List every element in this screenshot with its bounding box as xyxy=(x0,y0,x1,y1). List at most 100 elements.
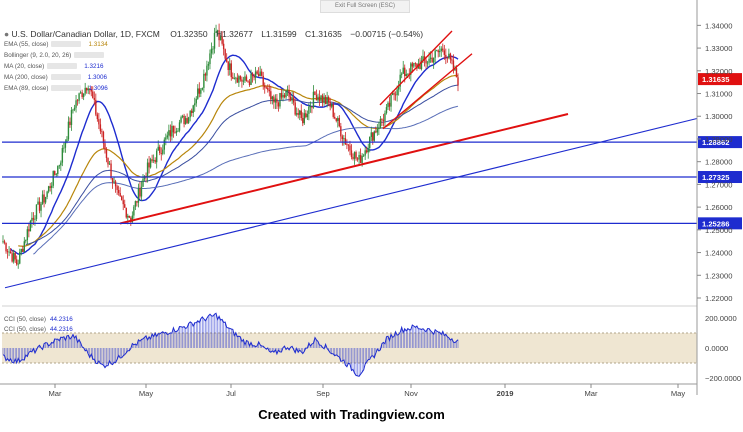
candle-body xyxy=(162,149,164,154)
indicator-bollinger[interactable]: Bollinger (9, 2.0, 20, 26) xyxy=(4,52,107,59)
candle-body xyxy=(2,241,4,243)
candle-body xyxy=(235,77,237,79)
symbol-info-icon[interactable]: ● xyxy=(4,29,10,39)
candle-body xyxy=(344,138,347,145)
candle-body xyxy=(9,251,12,254)
indicator-controls-icon[interactable] xyxy=(51,85,82,92)
candle-body xyxy=(105,149,108,158)
candle-body xyxy=(335,118,337,121)
candle-body xyxy=(338,118,341,127)
candle-body xyxy=(225,58,228,62)
candle-body xyxy=(183,115,185,125)
price-tick-label: 1.23000 xyxy=(705,271,732,280)
candle-body xyxy=(110,163,112,178)
candle-body xyxy=(57,166,59,174)
candle-body xyxy=(320,95,322,101)
candle-body xyxy=(119,192,121,197)
candle-body xyxy=(72,109,74,111)
candle-body xyxy=(70,110,73,125)
candle-body xyxy=(233,78,236,79)
candle-body xyxy=(125,207,127,218)
candle-body xyxy=(337,118,339,121)
price-tick-label: 1.27000 xyxy=(705,180,732,189)
cci-label-2[interactable]: CCI (50, close) 44.2316 xyxy=(4,326,73,333)
candle-body xyxy=(111,177,114,183)
candle-body xyxy=(435,50,438,52)
indicator-ema55[interactable]: EMA (55, close) 1.3134 xyxy=(4,41,108,48)
candle-body xyxy=(262,75,264,86)
candle-body xyxy=(259,71,261,77)
candle-body xyxy=(201,87,204,90)
candle-body xyxy=(215,31,217,33)
candle-body xyxy=(87,88,89,91)
indicator-controls-icon[interactable] xyxy=(47,63,78,70)
indicator-ma200[interactable]: MA (200, close) 1.3006 xyxy=(4,74,108,81)
indicator-controls-icon[interactable] xyxy=(51,41,82,48)
price-tick-label: 1.31000 xyxy=(705,90,732,99)
candle-body xyxy=(414,63,417,65)
indicator-ema89[interactable]: EMA (89, close) 1.3096 xyxy=(4,85,108,92)
trendlines[interactable] xyxy=(4,30,698,289)
candle-body xyxy=(410,63,412,75)
candle-body xyxy=(63,147,65,149)
channel-lower-line xyxy=(382,53,473,130)
candle-body xyxy=(251,73,254,77)
candle-body xyxy=(242,80,245,82)
candle-body xyxy=(390,95,392,107)
indicator-controls-icon[interactable] xyxy=(74,52,105,59)
cci-axis-label: −200.0000 xyxy=(705,374,741,383)
candle-body xyxy=(163,139,166,150)
candle-body xyxy=(279,93,281,107)
candle-body xyxy=(55,173,57,175)
candle-body xyxy=(391,93,394,96)
candle-body xyxy=(379,118,382,129)
level-label: 1.28862 xyxy=(702,138,729,147)
candle-body xyxy=(85,87,88,91)
candle-body xyxy=(3,241,6,243)
candle-body xyxy=(241,79,243,82)
candle-body xyxy=(38,201,41,211)
candle-body xyxy=(367,148,369,153)
candle-body xyxy=(174,132,176,134)
candle-body xyxy=(155,150,158,163)
indicator-ma20[interactable]: MA (20, close) 1.3216 xyxy=(4,63,104,70)
candle-body xyxy=(432,57,435,63)
price-tick-label: 1.25000 xyxy=(705,226,732,235)
time-tick-label: 2019 xyxy=(497,389,514,398)
candle-body xyxy=(236,77,239,83)
cci-label-1[interactable]: CCI (50, close) 44.2316 xyxy=(4,316,73,323)
candle-body xyxy=(378,128,380,130)
candle-body xyxy=(292,97,295,103)
candle-body xyxy=(168,130,170,136)
candle-body xyxy=(212,48,214,50)
candle-body xyxy=(31,217,33,222)
candle-body xyxy=(365,150,368,153)
indicator-controls-icon[interactable] xyxy=(50,74,81,81)
candle-body xyxy=(204,73,207,76)
candle-body xyxy=(8,251,10,253)
chart-header: ● U.S. Dollar/Canadian Dollar, 1D, FXCM … xyxy=(4,29,429,39)
price-tick-label: 1.34000 xyxy=(705,21,732,30)
candle-body xyxy=(52,171,54,186)
horizontal-levels[interactable]: 1.28862 1.27325 1.25286 1.31635 xyxy=(2,73,742,230)
candle-body xyxy=(6,251,9,253)
candle-body xyxy=(347,144,350,146)
candle-body xyxy=(137,188,140,203)
candle-body xyxy=(327,97,330,103)
candle-body xyxy=(195,98,197,104)
candle-body xyxy=(394,94,397,96)
candle-body xyxy=(397,86,400,90)
candle-body xyxy=(256,71,258,74)
candle-body xyxy=(329,102,331,107)
candle-body xyxy=(60,162,62,166)
candle-body xyxy=(455,68,458,78)
candle-body xyxy=(399,74,401,87)
candle-body xyxy=(78,93,80,101)
candle-body xyxy=(425,60,427,64)
exit-fullscreen-button[interactable]: Exit Full Screen (ESC) xyxy=(320,0,410,13)
candle-body xyxy=(343,138,345,140)
candle-body xyxy=(300,110,302,118)
candle-body xyxy=(305,113,307,118)
candle-body xyxy=(271,96,274,100)
